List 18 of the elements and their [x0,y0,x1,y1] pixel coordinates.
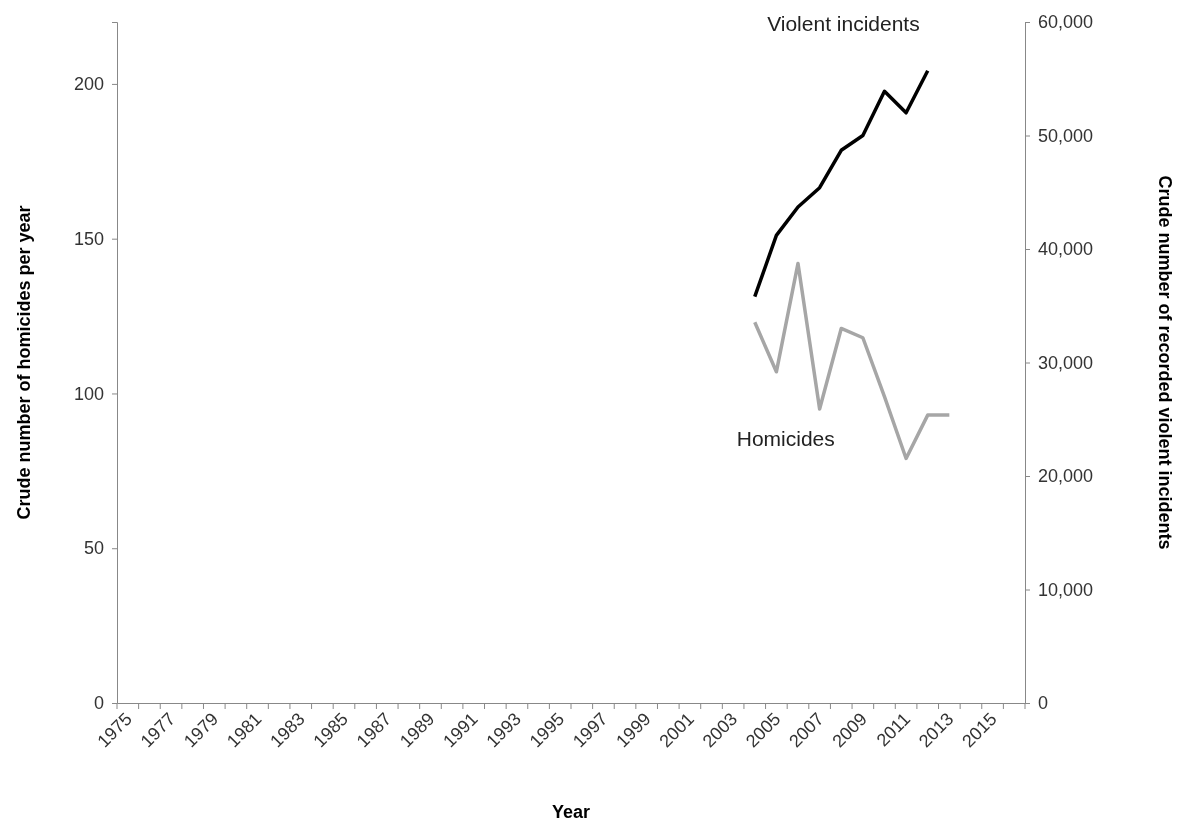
y-tick-label: 150 [73,228,104,249]
y2-tick-label: 60,000 [1038,12,1094,33]
line-series [753,69,930,299]
y2-tick-label: 20,000 [1038,466,1094,487]
y-axis-title: Crude number of homicides per year [14,205,34,520]
y2-tick-label: 40,000 [1038,239,1094,260]
y-tick-label: 50 [83,538,104,559]
y-tick-label: 200 [73,74,104,95]
y2-tick-label: 10,000 [1038,579,1094,600]
y2-axis-title: Crude number of recorded violent incidents [1155,175,1175,550]
y2-tick-label: 50,000 [1038,125,1094,146]
x-axis-title: Year [551,802,591,822]
y-tick-label: 0 [93,693,104,714]
y2-tick-label: 0 [1038,693,1049,714]
series-label: Violent incidents [767,11,920,35]
y2-tick-label: 30,000 [1038,352,1094,373]
y-tick-label: 100 [73,383,104,404]
series-label: Homicides [736,427,835,451]
